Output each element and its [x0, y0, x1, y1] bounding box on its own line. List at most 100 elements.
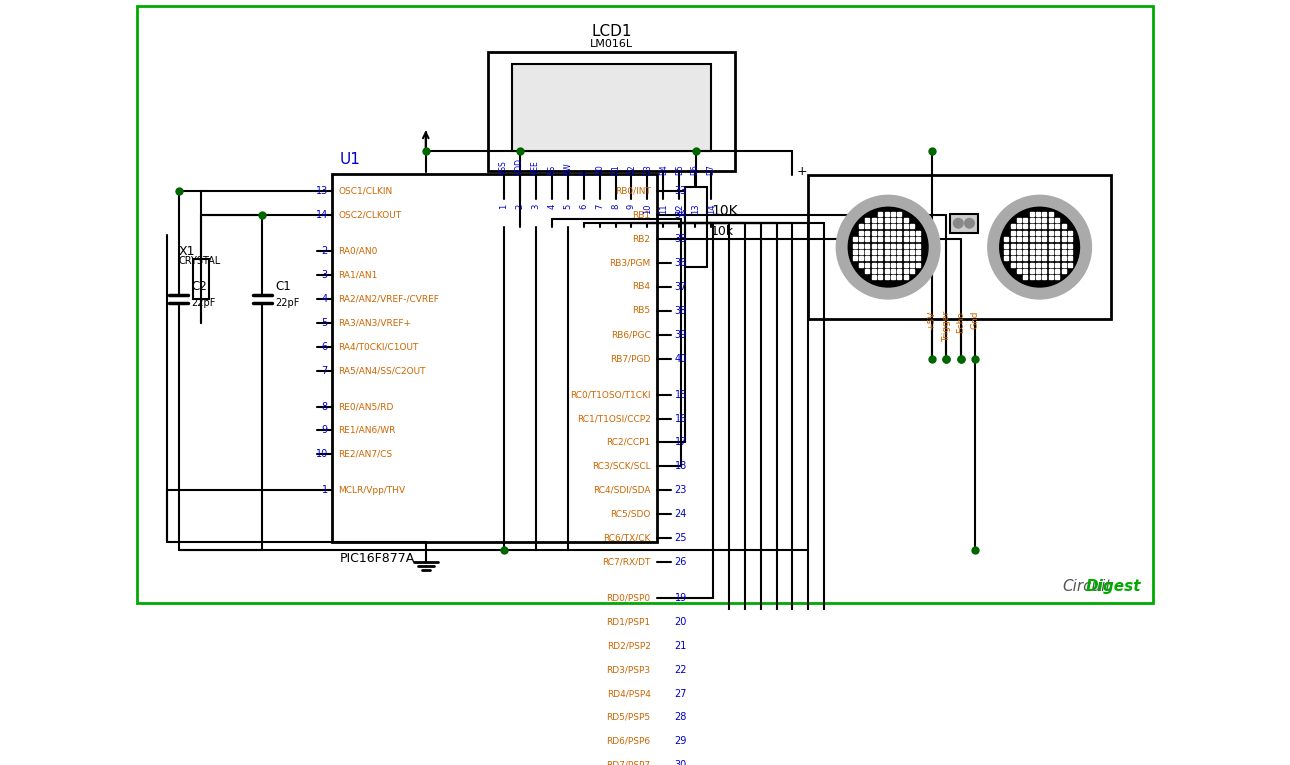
Text: E: E	[579, 171, 588, 175]
Text: RB7/PGD: RB7/PGD	[610, 354, 650, 363]
Text: 3: 3	[531, 203, 541, 209]
Text: 14: 14	[316, 210, 328, 220]
Text: VDD: VDD	[515, 158, 524, 175]
Text: 22: 22	[675, 665, 688, 675]
Text: 6: 6	[321, 342, 328, 352]
Text: Circuit: Circuit	[1062, 579, 1112, 594]
Text: D1: D1	[611, 164, 620, 175]
Text: VSS: VSS	[499, 161, 508, 175]
Bar	[488, 52, 735, 171]
Text: +5V: +5V	[928, 311, 937, 330]
Text: RB0/INT: RB0/INT	[615, 187, 650, 196]
Text: CRYSTAL: CRYSTAL	[178, 256, 221, 266]
Text: VEE: VEE	[531, 161, 541, 175]
Text: RS: RS	[547, 165, 556, 175]
Text: 28: 28	[675, 712, 686, 722]
Text: RE1/AN6/WR: RE1/AN6/WR	[338, 426, 396, 435]
Text: D6: D6	[690, 164, 699, 175]
Bar	[685, 187, 707, 267]
Text: X1: X1	[178, 245, 195, 258]
Text: RA2/AN2/VREF-/CVREF: RA2/AN2/VREF-/CVREF	[338, 295, 439, 304]
Text: 13: 13	[690, 203, 699, 214]
Text: OSC2/CLKOUT: OSC2/CLKOUT	[338, 210, 401, 220]
Text: 10: 10	[642, 203, 651, 213]
Text: 10: 10	[316, 449, 328, 460]
Text: RD1/PSP1: RD1/PSP1	[606, 617, 650, 627]
Text: OSC1/CLKIN: OSC1/CLKIN	[338, 187, 392, 196]
Text: RD2/PSP2: RD2/PSP2	[606, 641, 650, 650]
Text: 38: 38	[675, 306, 686, 316]
Text: 24: 24	[675, 509, 686, 519]
Circle shape	[988, 195, 1091, 299]
Text: Digest: Digest	[1086, 579, 1142, 594]
Text: 13: 13	[316, 187, 328, 197]
Text: C1: C1	[275, 281, 290, 294]
Text: 23: 23	[675, 485, 686, 495]
Bar	[512, 63, 711, 151]
Text: RD4/PSP4: RD4/PSP4	[606, 689, 650, 698]
Text: RE2/AN7/CS: RE2/AN7/CS	[338, 450, 392, 459]
Text: Echo: Echo	[956, 311, 965, 333]
Text: 37: 37	[675, 282, 686, 292]
Text: 10k: 10k	[711, 225, 734, 238]
Text: RC5/SDO: RC5/SDO	[610, 509, 650, 519]
Text: 21: 21	[675, 641, 686, 651]
Text: RC4/SDI/SDA: RC4/SDI/SDA	[593, 486, 650, 495]
Text: 39: 39	[675, 330, 686, 340]
Text: 3: 3	[321, 270, 328, 280]
Text: +: +	[797, 165, 808, 178]
Text: LCD1: LCD1	[591, 24, 632, 39]
Circle shape	[836, 195, 940, 299]
Text: 1: 1	[321, 485, 328, 495]
Text: PIC16F877A: PIC16F877A	[339, 552, 415, 565]
Text: 33: 33	[675, 187, 686, 197]
Text: RB2: RB2	[632, 235, 650, 244]
Text: 9: 9	[627, 203, 636, 209]
Text: RD5/PSP5: RD5/PSP5	[606, 713, 650, 722]
Text: 9: 9	[321, 425, 328, 435]
Text: 11: 11	[659, 203, 668, 213]
Text: D0: D0	[595, 164, 604, 175]
Text: 20: 20	[675, 617, 686, 627]
Text: 19: 19	[675, 593, 686, 603]
Text: RD0/PSP0: RD0/PSP0	[606, 594, 650, 602]
Text: RA5/AN4/SS/C2OUT: RA5/AN4/SS/C2OUT	[338, 366, 426, 375]
Text: D3: D3	[642, 164, 651, 175]
Text: 22pF: 22pF	[275, 298, 299, 308]
Text: 2: 2	[515, 203, 524, 209]
Text: RC3/SCK/SCL: RC3/SCK/SCL	[592, 462, 650, 470]
Text: D5: D5	[675, 164, 684, 175]
Text: RA3/AN3/VREF+: RA3/AN3/VREF+	[338, 318, 412, 327]
Text: RE0/AN5/RD: RE0/AN5/RD	[338, 402, 393, 411]
Text: RC0/T1OSO/T1CKI: RC0/T1OSO/T1CKI	[570, 390, 650, 399]
Text: RA1/AN1: RA1/AN1	[338, 271, 378, 279]
Text: MCLR/Vpp/THV: MCLR/Vpp/THV	[338, 486, 405, 495]
Bar	[332, 174, 657, 542]
Text: 5: 5	[564, 203, 573, 209]
Text: 40: 40	[675, 353, 686, 363]
Bar	[194, 259, 209, 299]
Text: 15: 15	[675, 389, 686, 399]
Bar	[949, 213, 978, 233]
Text: 29: 29	[675, 737, 686, 747]
Text: LM016L: LM016L	[590, 39, 633, 49]
Text: RW: RW	[564, 163, 573, 175]
Text: RD3/PSP3: RD3/PSP3	[606, 665, 650, 674]
Text: 4: 4	[321, 294, 328, 304]
Text: 27: 27	[675, 688, 688, 698]
Text: U1: U1	[339, 152, 360, 168]
Text: RC1/T1OSI/CCP2: RC1/T1OSI/CCP2	[577, 414, 650, 423]
Text: 8: 8	[321, 402, 328, 412]
Text: Gnd: Gnd	[970, 311, 979, 330]
Text: 14: 14	[707, 203, 716, 213]
Text: 16: 16	[675, 414, 686, 424]
Text: RC6/TX/CK: RC6/TX/CK	[604, 534, 650, 542]
Text: 22pF: 22pF	[191, 298, 215, 308]
Circle shape	[965, 219, 974, 228]
Text: RC7/RX/DT: RC7/RX/DT	[602, 558, 650, 567]
Text: 12: 12	[675, 203, 684, 213]
Text: 26: 26	[675, 557, 686, 567]
Text: RA0/AN0: RA0/AN0	[338, 246, 378, 256]
Text: RB3/PGM: RB3/PGM	[609, 259, 650, 268]
Text: RB1: RB1	[632, 210, 650, 220]
